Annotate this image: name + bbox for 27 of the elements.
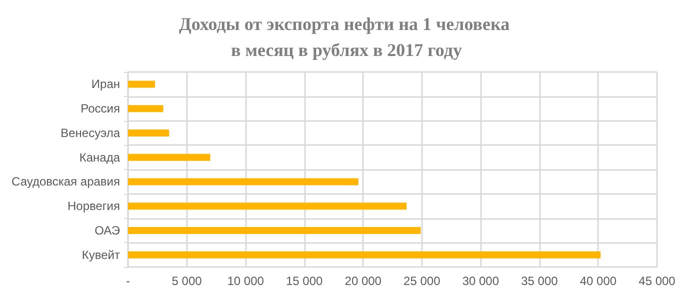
x-tick-label: - bbox=[126, 274, 130, 288]
x-tick-label: 30 000 bbox=[462, 274, 500, 288]
y-tick-label: Иран bbox=[91, 77, 120, 92]
y-tick-label: Венесуэла bbox=[60, 126, 120, 140]
bar bbox=[128, 129, 170, 136]
x-tick-label: 45 000 bbox=[638, 274, 676, 288]
y-tick-label: Кувейт bbox=[82, 248, 120, 262]
bar bbox=[128, 154, 210, 161]
bar bbox=[128, 226, 421, 234]
x-tick-label: 15 000 bbox=[286, 274, 324, 288]
x-tick-label: 5 000 bbox=[172, 274, 202, 288]
x-tick-label: 25 000 bbox=[404, 274, 441, 288]
x-tick-label: 40 000 bbox=[580, 274, 617, 288]
y-tick-label: Канада bbox=[79, 150, 120, 164]
y-tick-label: Норвегия bbox=[67, 199, 120, 214]
bar bbox=[128, 251, 601, 258]
bar bbox=[128, 105, 164, 112]
bar bbox=[128, 80, 156, 88]
x-tick-label: 20 000 bbox=[344, 274, 382, 288]
chart-title: Доходы от экспорта нефти на 1 человека в месяц в рублях в 2017 году bbox=[178, 14, 514, 60]
y-tick-label: Россия bbox=[80, 102, 120, 116]
bar bbox=[128, 178, 358, 186]
y-tick-label: Саудовская аравия bbox=[12, 174, 120, 189]
x-tick-label: 35 000 bbox=[521, 274, 558, 288]
bar bbox=[128, 202, 407, 210]
y-tick-label: ОАЭ bbox=[94, 223, 120, 238]
x-tick-label: 10 000 bbox=[227, 274, 264, 288]
